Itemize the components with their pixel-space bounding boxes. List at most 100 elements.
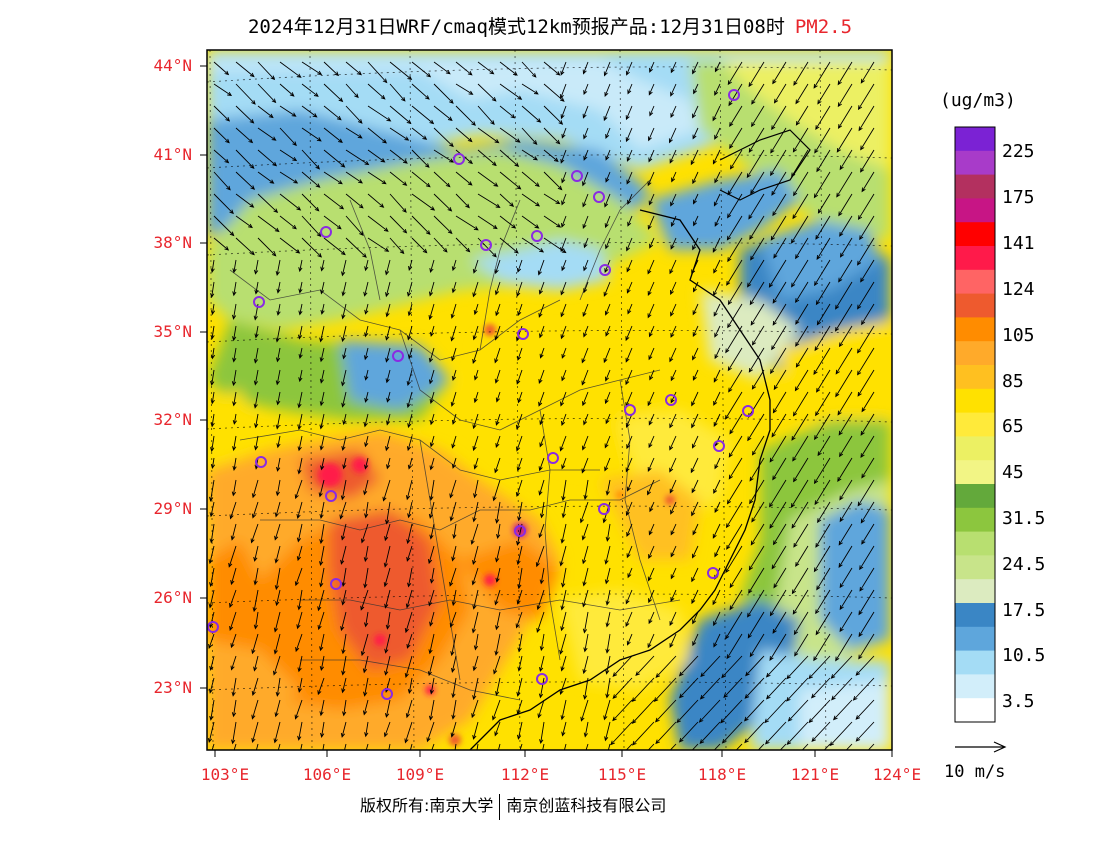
wind-arrow bbox=[254, 435, 259, 451]
pollutant-label: PM2.5 bbox=[794, 16, 853, 38]
city-marker bbox=[742, 405, 754, 417]
wind-arrow bbox=[251, 501, 259, 519]
wind-arrow bbox=[670, 237, 677, 250]
wind-arrow bbox=[583, 721, 589, 738]
wind-arrow bbox=[670, 105, 677, 119]
wind-arrow bbox=[472, 347, 479, 364]
wind-arrow bbox=[772, 193, 787, 217]
wind-arrow bbox=[676, 699, 699, 724]
wind-arrow bbox=[582, 105, 589, 119]
wind-arrow bbox=[647, 281, 655, 296]
wind-arrow bbox=[235, 193, 255, 208]
wind-arrow bbox=[389, 83, 406, 102]
wind-arrow bbox=[389, 193, 407, 213]
wind-arrow bbox=[693, 193, 699, 205]
wind-arrow bbox=[538, 369, 545, 384]
wind-arrow bbox=[559, 435, 567, 452]
wind-arrow bbox=[561, 457, 567, 470]
wind-arrow bbox=[713, 369, 721, 383]
city-marker bbox=[453, 153, 465, 165]
city-marker bbox=[593, 191, 605, 203]
wind-arrow bbox=[476, 743, 479, 750]
wind-arrow bbox=[678, 677, 699, 699]
wind-arrow bbox=[626, 479, 633, 492]
wind-arrow bbox=[808, 699, 831, 724]
wind-arrow bbox=[669, 479, 677, 494]
wind-arrow bbox=[538, 479, 545, 496]
wind-arrow bbox=[231, 699, 237, 718]
wind-arrow bbox=[603, 105, 611, 122]
wind-arrow bbox=[713, 259, 721, 274]
wind-arrow bbox=[612, 699, 633, 722]
wind-arrow bbox=[275, 677, 281, 697]
wind-arrow bbox=[252, 589, 259, 613]
wind-arrow bbox=[749, 633, 765, 658]
wind-arrow bbox=[495, 567, 501, 583]
wind-arrow bbox=[301, 171, 321, 188]
wind-arrow bbox=[693, 215, 699, 227]
wind-arrow bbox=[494, 457, 501, 474]
colorbar-swatch bbox=[955, 555, 995, 580]
wind-arrow bbox=[297, 325, 303, 340]
wind-arrow bbox=[829, 721, 853, 747]
wind-arrow bbox=[428, 633, 435, 655]
city-marker bbox=[381, 688, 393, 700]
wind-arrow bbox=[729, 413, 743, 435]
wind-arrow bbox=[451, 259, 457, 272]
wind-arrow bbox=[516, 523, 523, 546]
wind-arrow bbox=[235, 171, 256, 190]
wind-arrow bbox=[583, 259, 589, 272]
wind-arrow bbox=[341, 259, 347, 277]
wind-arrow bbox=[516, 699, 523, 715]
wind-arrow bbox=[340, 721, 347, 738]
wind-arrow bbox=[538, 523, 545, 539]
wind-arrow bbox=[744, 699, 765, 722]
wind-arrow bbox=[729, 589, 743, 611]
wind-arrow bbox=[714, 457, 721, 470]
wind-arrow bbox=[449, 611, 457, 628]
wind-arrow bbox=[604, 435, 611, 449]
wind-arrow bbox=[535, 545, 545, 568]
wind-arrow bbox=[472, 677, 479, 701]
wind-arrow bbox=[647, 171, 655, 187]
wind-arrow bbox=[429, 413, 435, 426]
wind-arrow bbox=[323, 127, 343, 144]
wind-arrow bbox=[605, 655, 611, 675]
wind-arrow bbox=[499, 127, 521, 143]
wind-arrow bbox=[213, 193, 234, 215]
wind-reference-arrow bbox=[955, 741, 1007, 753]
wind-arrow bbox=[382, 479, 391, 502]
wind-arrow bbox=[670, 567, 677, 580]
wind-arrow bbox=[538, 281, 545, 295]
wind-arrow bbox=[275, 347, 281, 363]
wind-arrow bbox=[477, 215, 498, 230]
wind-arrow bbox=[428, 281, 435, 297]
wind-arrow bbox=[517, 655, 523, 672]
wind-arrow bbox=[384, 655, 391, 676]
wind-arrow bbox=[772, 611, 787, 634]
wind-arrow bbox=[647, 743, 655, 750]
wind-arrow bbox=[539, 325, 545, 339]
wind-arrow bbox=[773, 369, 787, 391]
wind-arrow bbox=[340, 545, 347, 565]
wind-arrow bbox=[690, 457, 699, 474]
wind-arrow bbox=[605, 611, 611, 628]
wind-arrow bbox=[625, 611, 633, 628]
wind-arrow bbox=[792, 193, 809, 220]
wind-arrow bbox=[429, 259, 435, 273]
wind-arrow bbox=[389, 171, 408, 186]
wind-arrow bbox=[795, 281, 809, 304]
city-marker bbox=[707, 567, 719, 579]
wind-arrow bbox=[583, 633, 589, 653]
wind-arrow bbox=[837, 61, 853, 86]
wind-arrow bbox=[295, 633, 303, 653]
wind-arrow bbox=[495, 303, 501, 317]
wind-arrow bbox=[670, 391, 677, 404]
wind-arrow bbox=[536, 589, 545, 611]
wind-arrow bbox=[301, 127, 322, 142]
wind-arrow bbox=[516, 457, 523, 472]
wind-arrow bbox=[230, 523, 237, 541]
wind-arrow bbox=[670, 281, 677, 295]
wind-arrow bbox=[213, 61, 230, 76]
wind-arrow bbox=[699, 721, 721, 744]
